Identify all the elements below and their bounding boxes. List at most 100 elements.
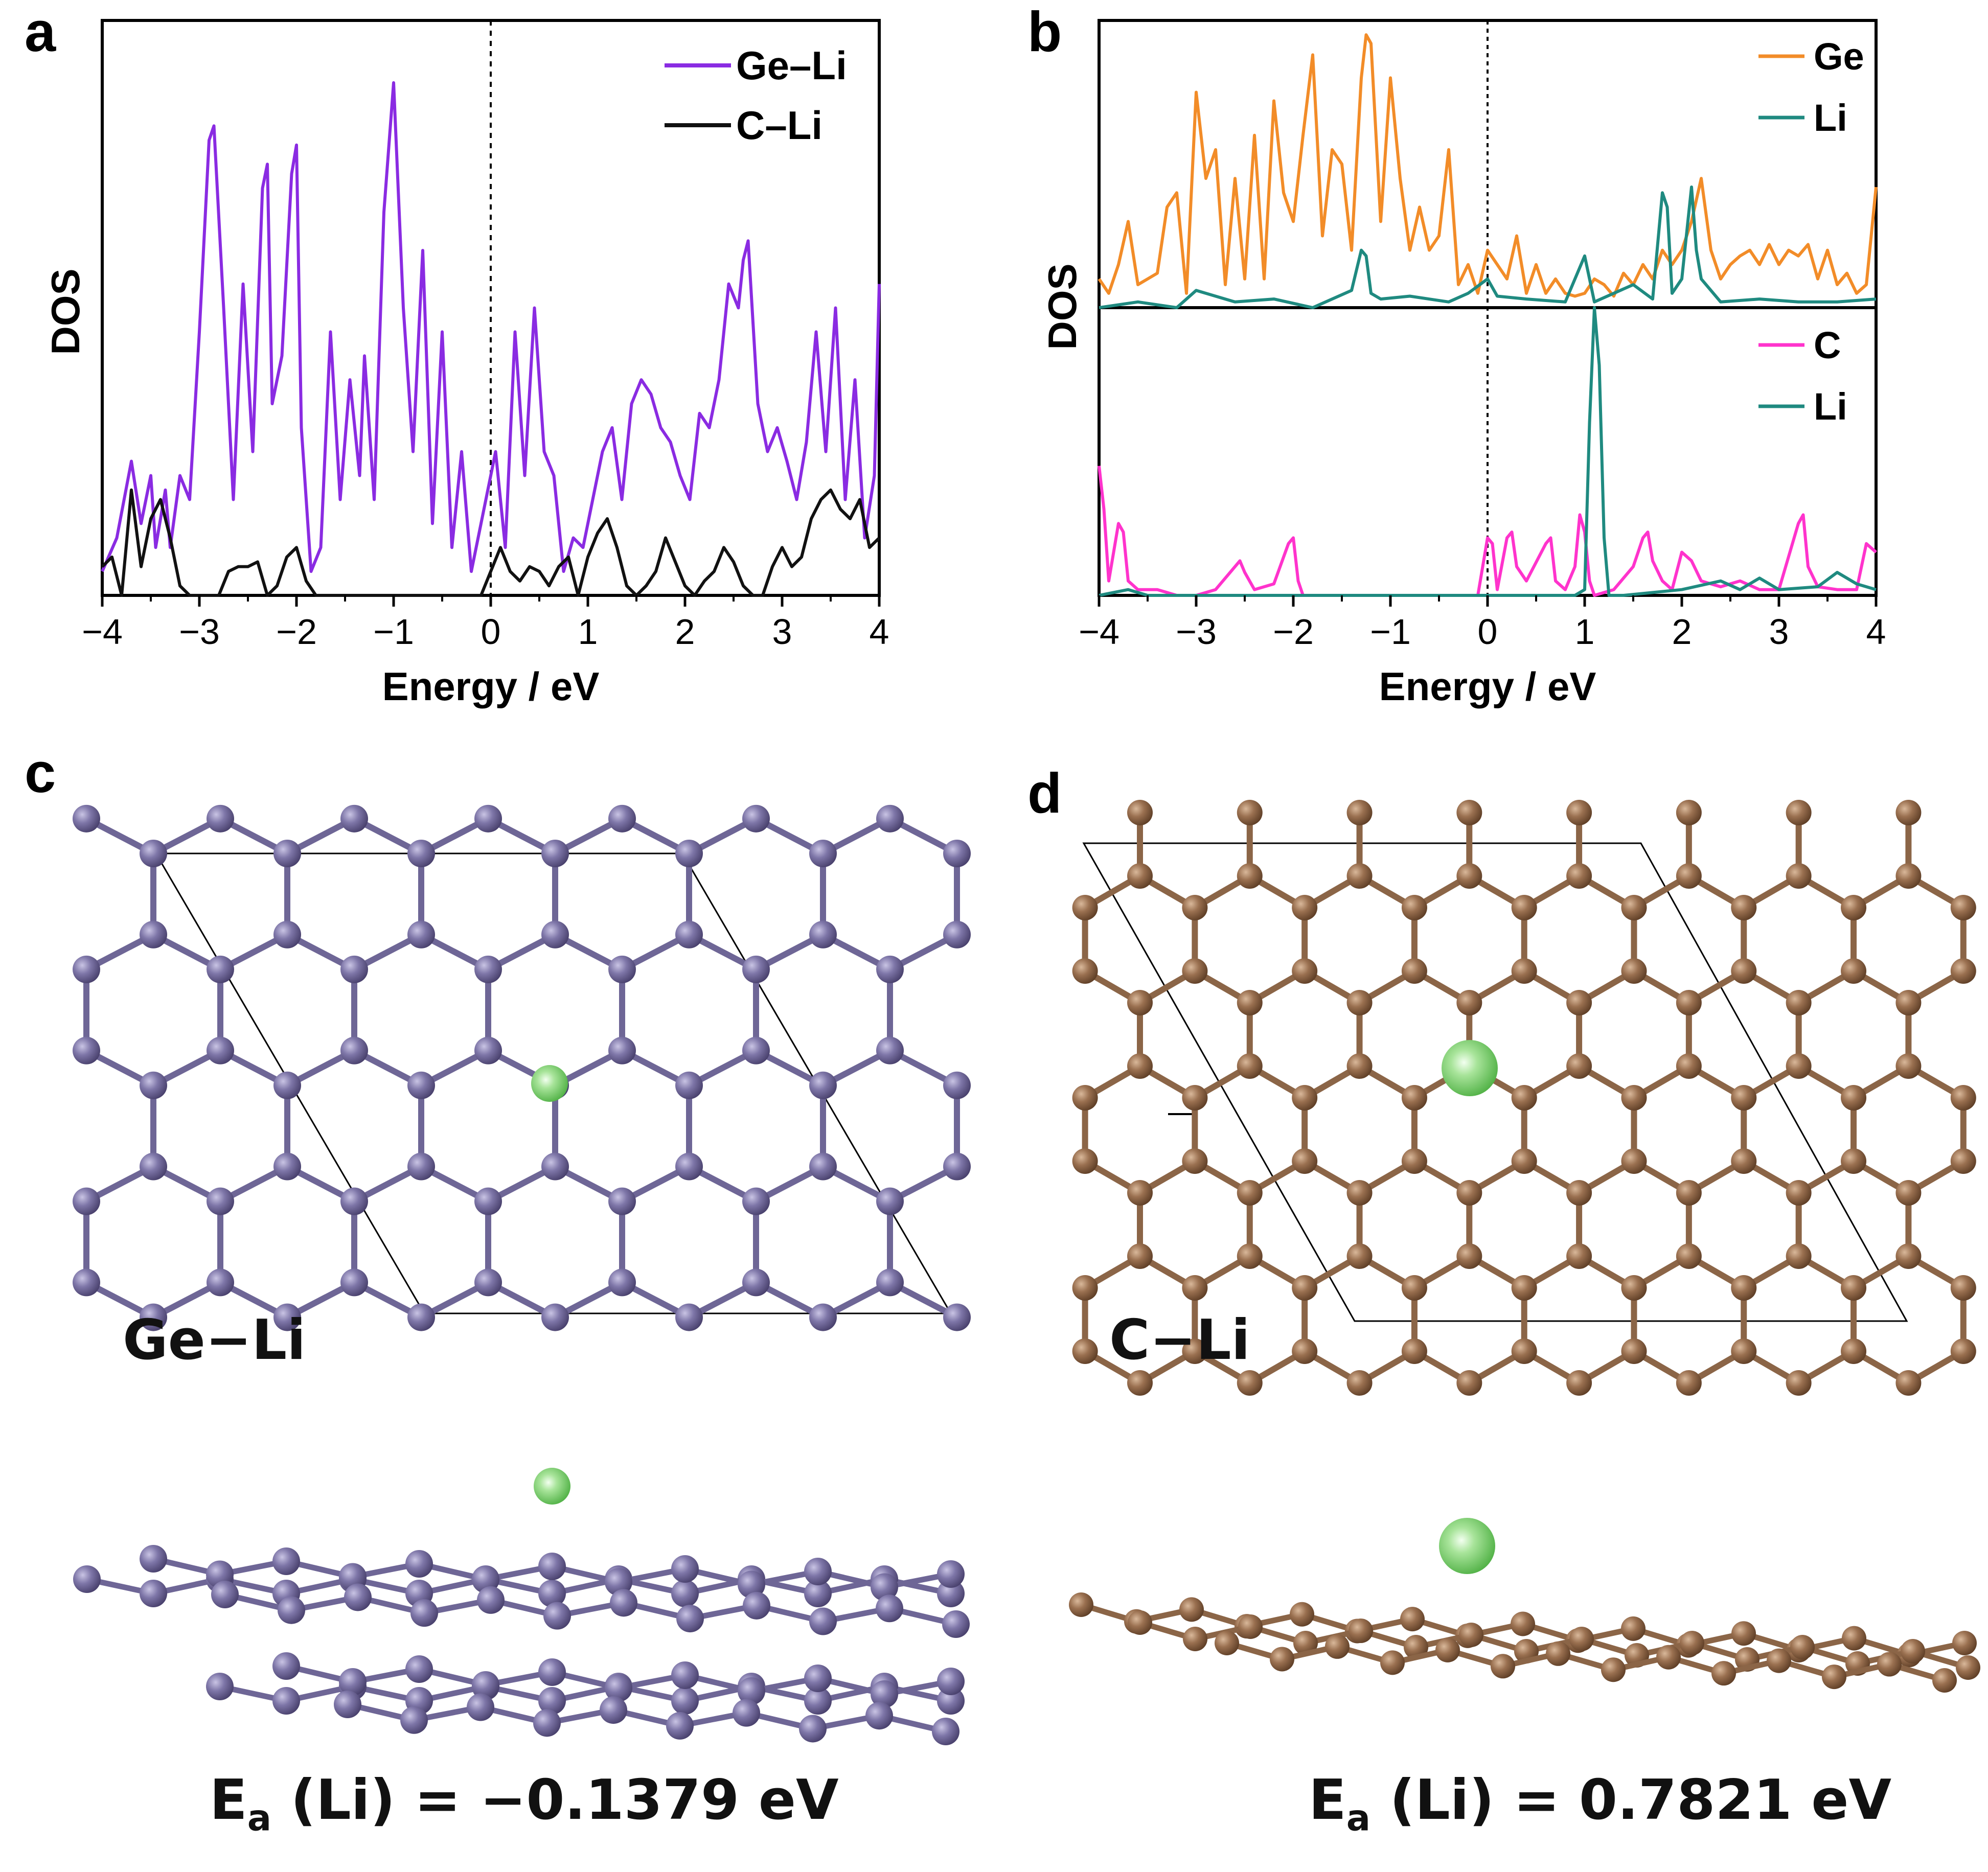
legend-ge-li-label: Ge–Li [736,43,847,88]
c-atom [1182,895,1208,920]
ge-atom [675,1303,703,1331]
ge-atom [876,804,904,833]
c-li-adsorption-energy: Ea (Li) = 0.7821 eV [1309,1768,1891,1839]
ge-side-atom [804,1665,832,1692]
ge-side-atom [937,1560,965,1588]
ge-side-atom [942,1610,970,1638]
ge-atom [876,955,904,983]
c-atom [1237,863,1263,889]
c-side-atom [1069,1592,1093,1617]
c-side-atom [1932,1668,1957,1693]
c-atom [1292,1275,1318,1301]
c-li-structure [1069,800,1980,1693]
chart-b-tick-label-0: −4 [1079,612,1119,652]
ge-side-atom [671,1580,699,1607]
c-atom [1237,990,1263,1015]
c-atom [1511,895,1537,920]
chart-b-tick-label-6: 2 [1672,612,1692,652]
c-atom [1346,800,1373,825]
chart-a-xlabel: Energy / eV [382,664,600,709]
ge-side-atom [733,1699,760,1727]
ge-atom [541,1303,569,1331]
ge-atom [474,804,502,833]
c-side-atom [1128,1610,1152,1635]
c-side-atom [1349,1619,1373,1643]
legend-li-bottom-label: Li [1814,385,1847,428]
c-atom [1346,1053,1373,1079]
c-atom [1072,958,1098,984]
ge-side-atom [272,1687,300,1715]
c-atom [1841,1275,1867,1301]
chart-a-tick-label-4: 0 [481,612,501,652]
c-side-atom [1325,1634,1350,1659]
ge-atom [340,804,368,833]
c-atom [1786,863,1812,889]
ge-atom [742,1036,770,1065]
ge-atom [608,1187,636,1215]
ge-atom [608,1268,636,1297]
ge-side-atom [610,1589,637,1617]
c-atom [1292,895,1318,920]
ge-side-atom [405,1550,433,1578]
chart-a-tick-label-0: −4 [82,612,123,652]
c-atom [1127,863,1153,889]
ge-side-atom [538,1580,566,1607]
c-atom [1346,1180,1373,1206]
ge-side-atom [937,1668,965,1695]
chart-b-tick-label-7: 3 [1769,612,1789,652]
ge-atom [273,1303,301,1331]
ge-atom [876,1036,904,1065]
ge-side-atom [871,1573,898,1601]
ge-atom [273,1152,301,1181]
ge-side-atom [671,1661,699,1689]
panel-label-c: c [25,742,56,804]
panel-label-d: d [1027,762,1062,825]
ge-atom [474,1268,502,1297]
c-atom [1786,1243,1812,1269]
c-side-atom [1290,1602,1314,1627]
c-side-atom [1790,1635,1815,1659]
ge-atom [809,1303,837,1331]
c-atom [1456,1243,1482,1269]
ge-atom [407,840,435,867]
ge-side-atom [477,1586,505,1614]
chart-b-xlabel: Energy / eV [1379,664,1596,709]
c-side-atom [1822,1665,1846,1690]
c-side-view [1069,1592,1980,1693]
chart-b-tick-label-3: −1 [1370,612,1411,652]
ge-side-atom [876,1594,903,1623]
c-atom [1676,1180,1702,1206]
ge-side-atom [809,1607,837,1635]
ge-atom [943,1071,971,1099]
c-atom [1731,895,1757,920]
ge-atom [273,1071,301,1099]
ge-side-atom [865,1702,893,1730]
chart-a-tick-label-5: 1 [578,612,598,652]
ge-side-atom [278,1596,305,1624]
ge-side-atom [671,1555,699,1583]
ge-side-atom [73,1565,101,1593]
legend-c-li-label: C–Li [736,103,822,148]
c-atom [1456,863,1482,889]
c-atom [1895,1180,1922,1206]
ge-atom [541,920,569,949]
c-atom [1841,958,1867,984]
ge-atom [407,1071,435,1099]
ge-side-atom [334,1691,361,1718]
c-atom [1346,1370,1373,1396]
c-atom [1676,990,1702,1015]
ge-side-atom [804,1687,832,1715]
chart-b-tick-label-4: 0 [1478,612,1498,652]
c-side-atom [1569,1627,1594,1651]
c-li-label: C−Li [1109,1308,1250,1372]
ge-atom [207,1187,234,1215]
c-atom [1127,1053,1153,1079]
chart-a: −4 −3 −2 −1 0 1 2 3 4 Energy / eV DOS Ge–Li C–Li [43,19,889,709]
c-atom [1456,990,1482,1015]
ge-side-atom [799,1715,827,1743]
c-side-atom [1179,1597,1204,1622]
li-atom-side-c [534,1468,570,1505]
ge-atom [541,1152,569,1181]
c-side-atom [1767,1648,1791,1673]
ge-atom [943,1152,971,1181]
